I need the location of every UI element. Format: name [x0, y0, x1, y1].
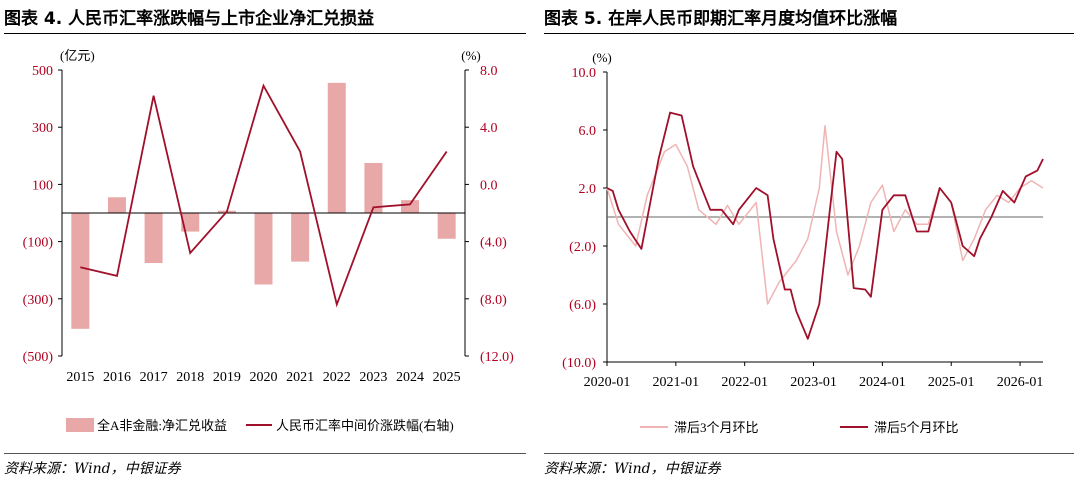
legend-label-5m: 滞后5个月环比 — [874, 420, 959, 435]
x-tick-label-2015: 2015 — [66, 370, 94, 385]
x-tick-label-2024: 2024 — [396, 370, 424, 385]
y-tick-label: (10.0) — [562, 356, 596, 371]
x-tick-label-2023-01: 2023-01 — [790, 375, 837, 390]
y-tick-label: 10.0 — [572, 66, 597, 81]
left-y-tick-label: 100 — [32, 178, 53, 193]
bar-2020 — [254, 213, 273, 285]
x-tick-label-2019: 2019 — [213, 370, 241, 385]
x-tick-label-2021-01: 2021-01 — [653, 375, 700, 390]
right-y-unit-label: (%) — [461, 48, 481, 63]
left-y-tick-label: 500 — [32, 64, 53, 79]
x-tick-label-2021: 2021 — [286, 370, 314, 385]
series-line-1 — [606, 124, 1044, 305]
left-y-unit-label: (亿元) — [60, 48, 95, 63]
x-tick-label-2022-01: 2022-01 — [721, 375, 768, 390]
left-y-tick-label: (500) — [23, 350, 54, 365]
bar-2022 — [327, 82, 346, 213]
left-title-rule — [4, 33, 526, 34]
x-tick-label-2020: 2020 — [250, 370, 278, 385]
bar-2015 — [71, 213, 90, 329]
right-source-rule — [544, 453, 1074, 454]
left-y-tick-label: 300 — [32, 121, 53, 136]
right-source-note: 资料来源：Wind，中银证券 — [544, 461, 721, 477]
legend-line-label: 人民币汇率中间价涨跌幅(右轴) — [276, 418, 454, 433]
bar-2016 — [107, 197, 126, 213]
fx-change-line — [80, 83, 448, 308]
y-tick-label: (6.0) — [569, 298, 596, 313]
legend-bar-swatch — [66, 418, 94, 432]
y-unit-label: (%) — [592, 50, 612, 65]
left-source-note: 资料来源：Wind，中银证券 — [4, 461, 181, 477]
right-y-tick-label: 0.0 — [480, 178, 498, 193]
right-y-tick-label: 8.0 — [480, 64, 498, 79]
x-tick-label-2025-01: 2025-01 — [928, 375, 975, 390]
bar-2021 — [291, 213, 310, 262]
y-tick-label: 6.0 — [579, 124, 597, 139]
bar-2024 — [401, 200, 420, 213]
left-chart: 500 300 100 (100) (300) (500) 8.0 4.0 0.0 (4.0) (8… — [23, 48, 514, 433]
y-tick-label: (2.0) — [569, 240, 596, 255]
left-chart-title: 图表 4. 人民币汇率涨跌幅与上市企业净汇兑损益 — [4, 9, 375, 29]
legend-label-3m: 滞后3个月环比 — [674, 420, 759, 435]
left-y-tick-label: (300) — [23, 293, 54, 308]
x-tick-label-2022: 2022 — [323, 370, 351, 385]
right-y-tick-label: (4.0) — [480, 236, 507, 251]
right-chart-title: 图表 5. 在岸人民币即期汇率月度均值环比涨幅 — [544, 9, 898, 29]
legend-bar-label: 全A非金融:净汇兑收益 — [97, 418, 227, 433]
x-tick-label-2016: 2016 — [103, 370, 131, 385]
right-y-tick-label: (8.0) — [480, 293, 507, 308]
series-line-2 — [606, 111, 1044, 340]
x-tick-label-2018: 2018 — [176, 370, 204, 385]
left-source-rule — [4, 453, 526, 454]
right-y-tick-label: (12.0) — [480, 350, 514, 365]
y-tick-label: 2.0 — [579, 182, 597, 197]
left-y-tick-label: (100) — [23, 236, 54, 251]
right-y-tick-label: 4.0 — [480, 121, 498, 136]
x-tick-label-2024-01: 2024-01 — [859, 375, 906, 390]
bar-2017 — [144, 213, 163, 264]
x-tick-label-2023: 2023 — [359, 370, 387, 385]
bar-2018 — [181, 213, 200, 232]
x-tick-label-2026-01: 2026-01 — [997, 375, 1044, 390]
x-tick-label-2020-01: 2020-01 — [584, 375, 631, 390]
right-title-rule — [544, 33, 1074, 34]
x-tick-label-2025: 2025 — [433, 370, 461, 385]
x-tick-label-2017: 2017 — [140, 370, 168, 385]
right-chart: 10.0 6.0 2.0 (2.0) (6.0) (10.0) (%) 2020-01 2021… — [562, 50, 1044, 435]
bar-2025 — [437, 213, 456, 239]
bar-2023 — [364, 162, 383, 213]
